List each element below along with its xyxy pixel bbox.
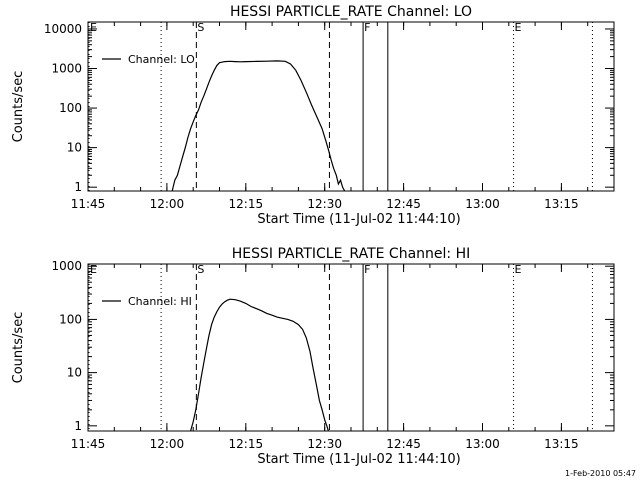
panel2-y-tick-label: 10	[67, 366, 82, 380]
panel1-x-axis-label: Start Time (11-Jul-02 11:44:10)	[257, 212, 460, 227]
panel1-y-tick-label: 10	[67, 141, 82, 155]
panel1-y-tick-label: 1	[74, 180, 82, 194]
panel2-marker-label: E	[90, 263, 97, 276]
panel1-chart-title: HESSI PARTICLE_RATE Channel: LO	[230, 4, 472, 20]
panel2-series-line	[190, 298, 329, 432]
panel2-marker-label: S	[197, 263, 204, 276]
panel2-y-tick-label: 1	[74, 419, 82, 433]
panel1-legend-label: Channel: LO	[128, 53, 195, 66]
panel2-x-tick-label: 12:15	[229, 437, 264, 451]
panel2-plot-frame	[87, 263, 615, 432]
panel1-x-tick-label: 12:30	[307, 197, 342, 211]
panel2-y-axis-label: Counts/sec	[11, 312, 26, 384]
panel2-x-tick-label: 12:30	[307, 437, 342, 451]
panel2-x-tick-label: 12:00	[150, 437, 185, 451]
panel1-y-axis-label: Counts/sec	[11, 71, 26, 143]
panel1-marker-label: E	[515, 21, 522, 34]
panel1-x-tick-label: 13:00	[465, 197, 500, 211]
panel2-x-axis-label: Start Time (11-Jul-02 11:44:10)	[257, 452, 460, 467]
panel2-y-tick-label: 1000	[51, 259, 82, 273]
panel1-x-tick-label: 13:15	[544, 197, 579, 211]
panel2-x-tick-label: 13:00	[465, 437, 500, 451]
panel1-series-line	[171, 60, 346, 192]
panel1-x-tick-label: 12:00	[150, 197, 185, 211]
panel1-x-tick-label: 11:45	[71, 197, 106, 211]
panel1-y-tick-label: 10000	[44, 22, 82, 36]
panel2-y-tick-label: 100	[59, 312, 82, 326]
panel2-x-tick-label: 11:45	[71, 437, 106, 451]
panel1-plot-frame	[87, 21, 615, 192]
panel1-marker-label: S	[197, 21, 204, 34]
panel2-marker-label: F	[364, 263, 370, 276]
panel1-marker-label: E	[90, 21, 97, 34]
timestamp-label: 1-Feb-2010 05:47	[565, 469, 636, 478]
panel1-x-tick-label: 12:15	[229, 197, 264, 211]
panel1-marker-label: F	[364, 21, 370, 34]
panel1-y-tick-label: 100	[59, 101, 82, 115]
panel1-y-tick-label: 1000	[51, 62, 82, 76]
panel2-x-tick-label: 12:45	[386, 437, 421, 451]
panel2-marker-label: E	[515, 263, 522, 276]
panel2-x-tick-label: 13:15	[544, 437, 579, 451]
panel1-x-tick-label: 12:45	[386, 197, 421, 211]
panel2-chart-title: HESSI PARTICLE_RATE Channel: HI	[232, 246, 470, 262]
panel2-legend-label: Channel: HI	[128, 295, 192, 308]
